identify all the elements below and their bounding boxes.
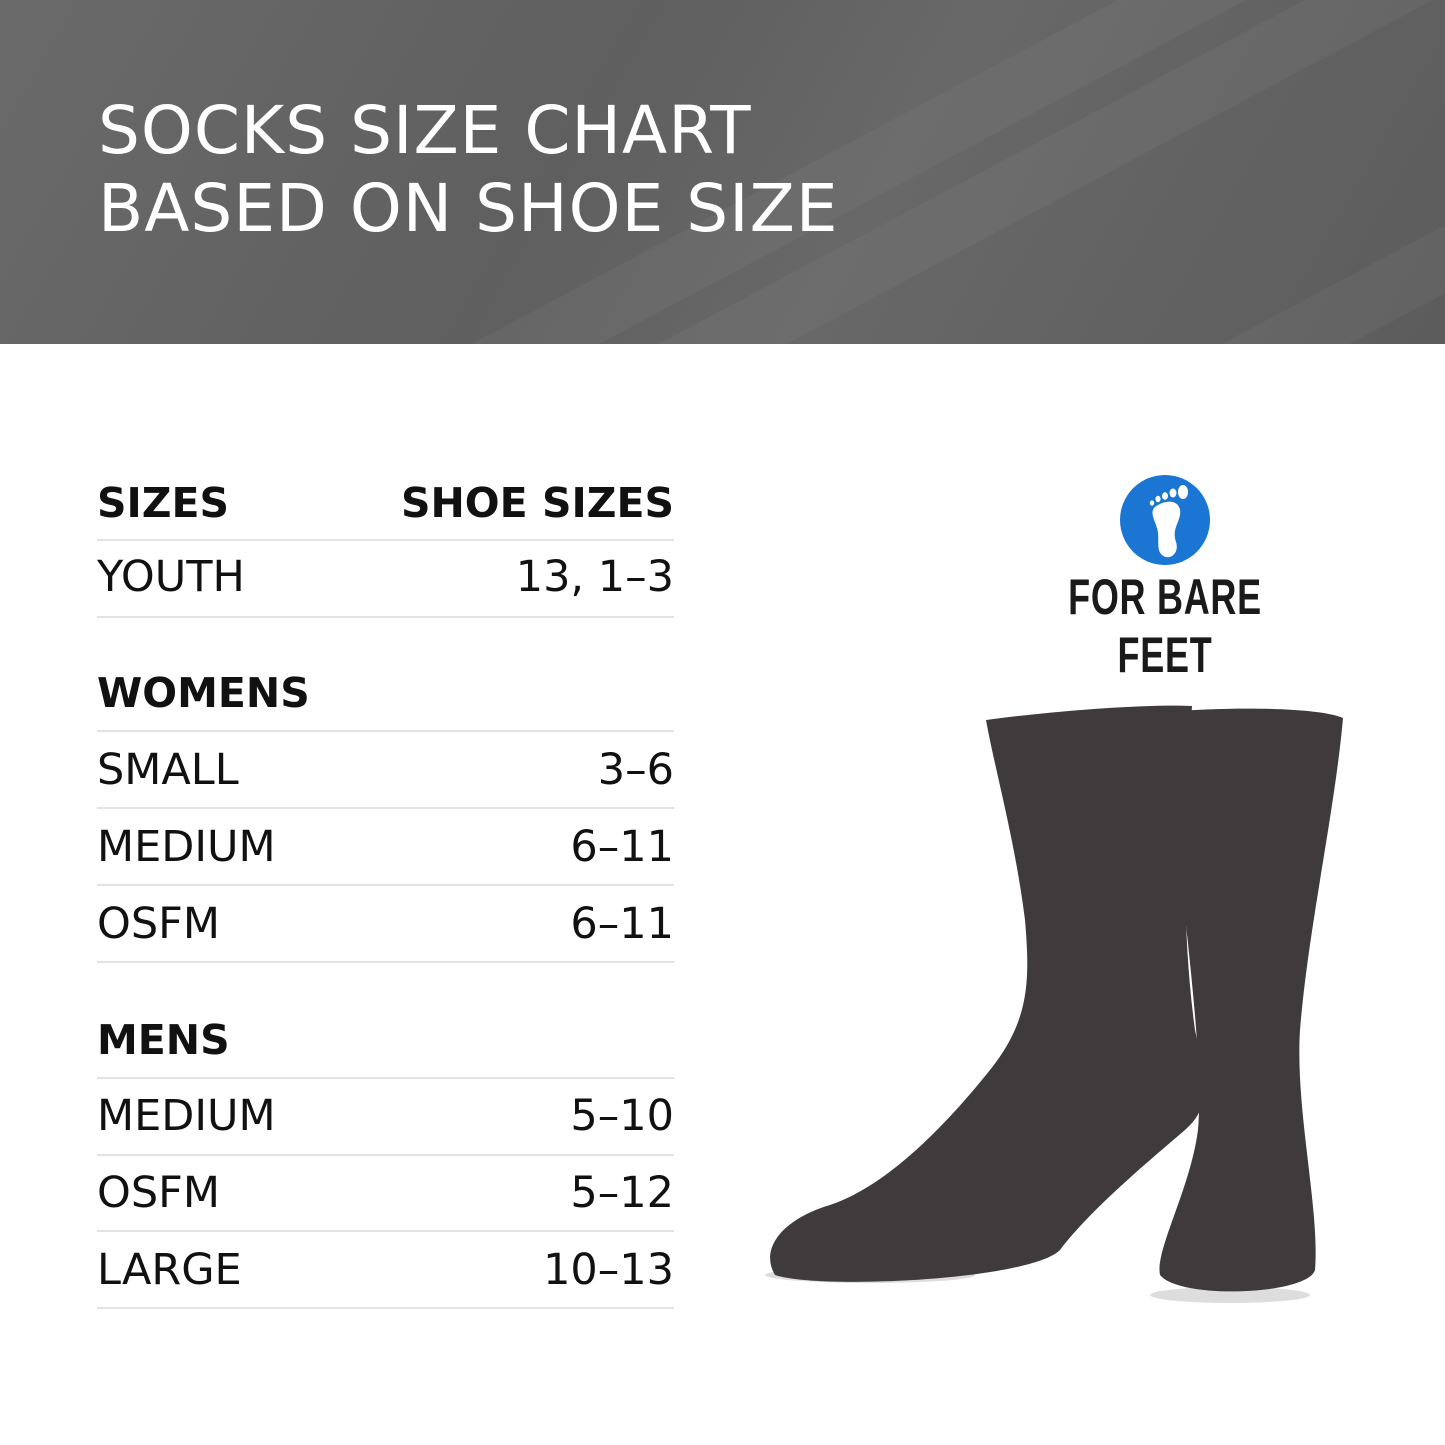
- size-label: OSFM: [97, 899, 220, 949]
- size-label: SMALL: [97, 745, 239, 795]
- title-line-1: SOCKS SIZE CHART: [98, 92, 752, 169]
- shoe-size-value: 6–11: [570, 899, 674, 949]
- column-header-sizes: SIZES: [97, 479, 230, 527]
- title-line-2: BASED ON SHOE SIZE: [98, 170, 839, 247]
- size-label: MEDIUM: [97, 822, 276, 872]
- section-heading-mens: MENS: [97, 1016, 674, 1064]
- table-row: OSFM 5–12: [97, 1168, 674, 1218]
- section-heading-womens: WOMENS: [97, 669, 674, 717]
- divider: [97, 807, 674, 809]
- logo-text: FOR BARE FEET: [1068, 569, 1262, 683]
- divider: [97, 1230, 674, 1232]
- socks-image: [765, 705, 1343, 1303]
- shoe-size-value: 5–12: [570, 1168, 674, 1218]
- shoe-size-value: 3–6: [597, 745, 674, 795]
- table-row: MEDIUM 6–11: [97, 822, 674, 872]
- divider: [97, 616, 674, 618]
- size-label: LARGE: [97, 1245, 242, 1295]
- section-label: MENS: [97, 1016, 230, 1064]
- divider: [97, 1077, 674, 1079]
- table-row: LARGE 10–13: [97, 1245, 674, 1295]
- size-label: YOUTH: [97, 552, 245, 602]
- table-row: SMALL 3–6: [97, 745, 674, 795]
- divider: [97, 1307, 674, 1309]
- size-label: OSFM: [97, 1168, 220, 1218]
- column-header-shoe-sizes: SHOE SIZES: [400, 479, 674, 527]
- header-banner: SOCKS SIZE CHART BASED ON SHOE SIZE: [0, 0, 1445, 344]
- table-row: YOUTH 13, 1–3: [97, 552, 674, 602]
- shoe-size-value: 10–13: [543, 1245, 674, 1295]
- shoe-size-value: 6–11: [570, 822, 674, 872]
- table-header: SIZES SHOE SIZES: [97, 479, 674, 527]
- table-row: MEDIUM 5–10: [97, 1091, 674, 1141]
- divider: [97, 730, 674, 732]
- table-row: OSFM 6–11: [97, 899, 674, 949]
- size-label: MEDIUM: [97, 1091, 276, 1141]
- divider: [97, 884, 674, 886]
- for-bare-feet-logo: FOR BARE FEET: [1030, 470, 1300, 683]
- divider: [97, 539, 674, 541]
- page-title: SOCKS SIZE CHART BASED ON SHOE SIZE: [98, 92, 839, 248]
- divider: [97, 961, 674, 963]
- divider: [97, 1154, 674, 1156]
- footprint-icon: [1120, 475, 1210, 565]
- section-label: WOMENS: [97, 669, 310, 717]
- shoe-size-value: 5–10: [570, 1091, 674, 1141]
- shoe-size-value: 13, 1–3: [515, 552, 674, 602]
